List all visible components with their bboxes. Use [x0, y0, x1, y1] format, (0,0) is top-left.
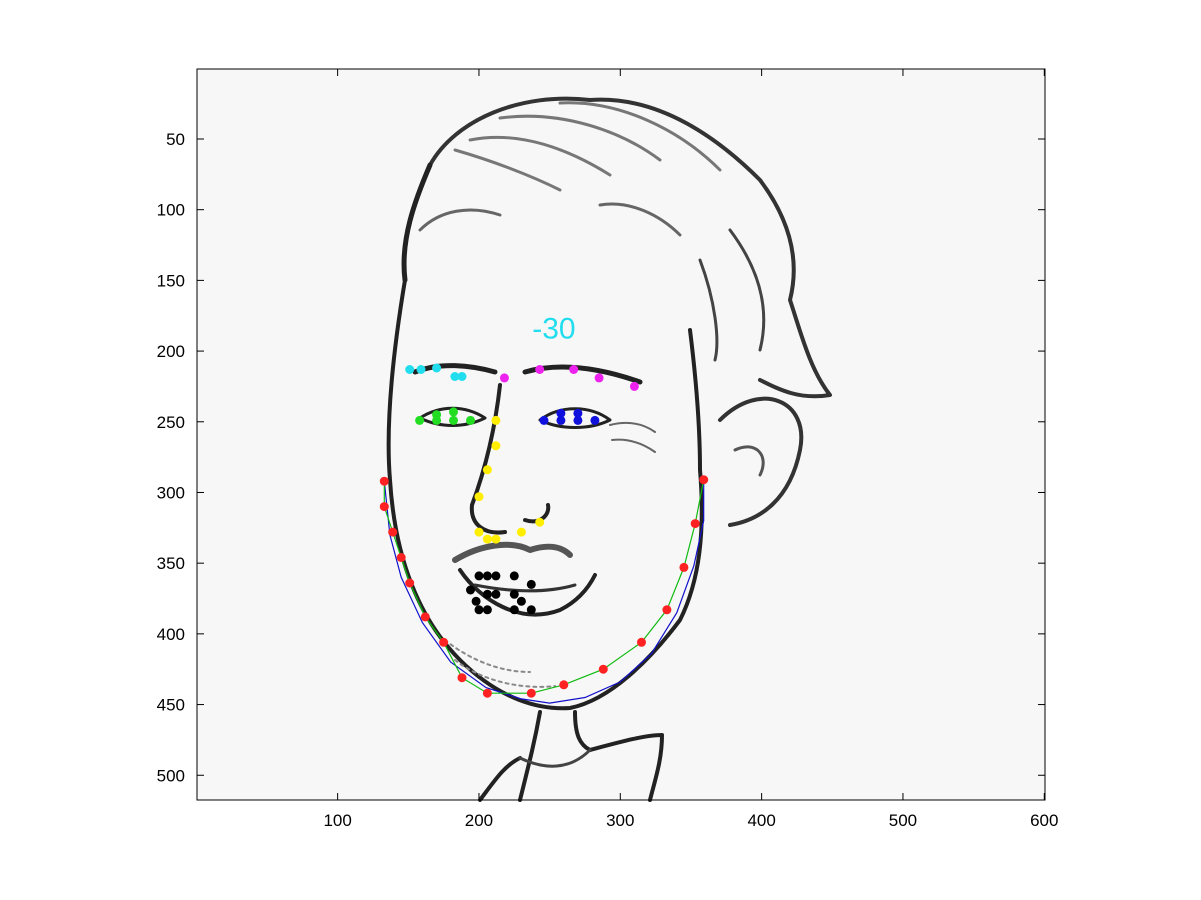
landmark-point — [420, 612, 430, 622]
landmark-point — [482, 605, 492, 615]
landmark-point — [491, 441, 501, 451]
x-tick-label: 100 — [323, 811, 351, 830]
landmark-point — [690, 519, 700, 529]
y-tick-label: 200 — [157, 342, 185, 361]
landmark-point — [379, 502, 389, 512]
landmark-point — [457, 372, 467, 381]
landmark-point — [388, 527, 398, 537]
landmark-point — [474, 571, 484, 581]
landmark-point — [482, 465, 492, 475]
landmark-point — [509, 571, 519, 581]
landmark-point — [491, 571, 501, 581]
landmark-point — [415, 415, 425, 425]
image-area — [197, 69, 1045, 800]
x-tick-label: 300 — [606, 811, 634, 830]
landmark-point — [526, 605, 536, 615]
y-tick-label: 100 — [157, 201, 185, 220]
landmark-point — [499, 373, 509, 383]
y-tick-label: 50 — [166, 130, 185, 149]
landmark-point — [590, 415, 600, 425]
landmark-point — [509, 589, 519, 599]
landmark-point — [432, 415, 442, 425]
landmark-point — [471, 596, 481, 606]
y-tick-label: 500 — [157, 766, 185, 785]
landmark-point — [569, 365, 579, 374]
landmark-point — [482, 589, 492, 599]
landmark-point — [679, 562, 689, 572]
landmark-point — [594, 373, 604, 383]
landmark-point — [432, 363, 442, 373]
landmark-point — [509, 605, 519, 615]
axes: -30 100 200 300 400 500 600 50 100 150 200 250 300 3… — [157, 68, 1058, 830]
landmark-point — [396, 553, 406, 562]
landmark-point — [516, 527, 526, 537]
landmark-point — [482, 571, 492, 581]
landmark-point — [405, 365, 415, 374]
annotation-label: -30 — [532, 312, 575, 345]
landmark-point — [573, 415, 583, 425]
landmark-point — [379, 476, 389, 486]
landmark-point — [556, 408, 566, 418]
x-tick-label: 600 — [1030, 811, 1058, 830]
landmark-point — [662, 605, 672, 615]
landmark-points — [379, 363, 709, 698]
landmark-point — [535, 365, 545, 374]
annotations: -30 — [532, 312, 575, 345]
y-tick-label: 150 — [157, 271, 185, 290]
landmark-point — [526, 579, 536, 589]
landmark-point — [405, 578, 415, 588]
axes-box — [196, 68, 1046, 801]
y-tick-label: 300 — [157, 483, 185, 502]
landmark-point — [491, 534, 501, 544]
landmark-point — [474, 527, 484, 537]
landmark-point — [539, 415, 549, 425]
landmark-point — [466, 415, 475, 425]
y-tick-label: 250 — [157, 413, 185, 432]
axis-ticks: 100 200 300 400 500 600 50 100 150 200 250 300 350 40… — [157, 69, 1058, 830]
landmark-point — [457, 673, 467, 683]
fit-curve-0 — [383, 479, 705, 704]
landmark-point — [699, 475, 709, 485]
landmark-point — [491, 415, 501, 425]
landmark-point — [516, 596, 526, 606]
landmark-point — [466, 585, 475, 595]
landmark-point — [573, 408, 583, 418]
landmark-point — [629, 381, 639, 391]
y-tick-label: 350 — [157, 554, 185, 573]
y-tick-label: 450 — [157, 696, 185, 715]
landmark-point — [416, 365, 426, 374]
landmark-point — [482, 688, 492, 698]
landmark-point — [474, 492, 484, 502]
x-tick-label: 500 — [889, 811, 917, 830]
landmark-point — [450, 372, 460, 381]
x-tick-label: 400 — [747, 811, 775, 830]
y-tick-label: 400 — [157, 625, 185, 644]
landmark-point — [449, 407, 458, 417]
landmark-point — [526, 688, 536, 698]
landmark-point — [598, 664, 608, 674]
landmark-point — [474, 605, 484, 615]
x-tick-label: 200 — [465, 811, 493, 830]
landmark-point — [559, 680, 569, 690]
landmark-point — [491, 589, 501, 599]
landmark-point — [449, 415, 458, 425]
landmark-point — [637, 637, 646, 647]
landmark-point — [439, 637, 449, 647]
landmark-point — [556, 415, 566, 425]
landmark-point — [482, 534, 492, 544]
landmark-point — [535, 517, 545, 527]
